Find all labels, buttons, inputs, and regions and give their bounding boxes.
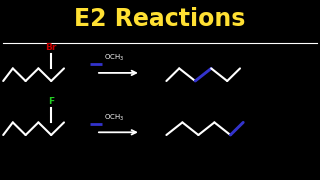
Text: OCH$_3$: OCH$_3$ bbox=[104, 113, 124, 123]
Text: F: F bbox=[48, 97, 54, 106]
Text: Br: Br bbox=[45, 43, 57, 52]
Text: OCH$_3$: OCH$_3$ bbox=[104, 53, 124, 63]
Text: E2 Reactions: E2 Reactions bbox=[74, 7, 246, 31]
